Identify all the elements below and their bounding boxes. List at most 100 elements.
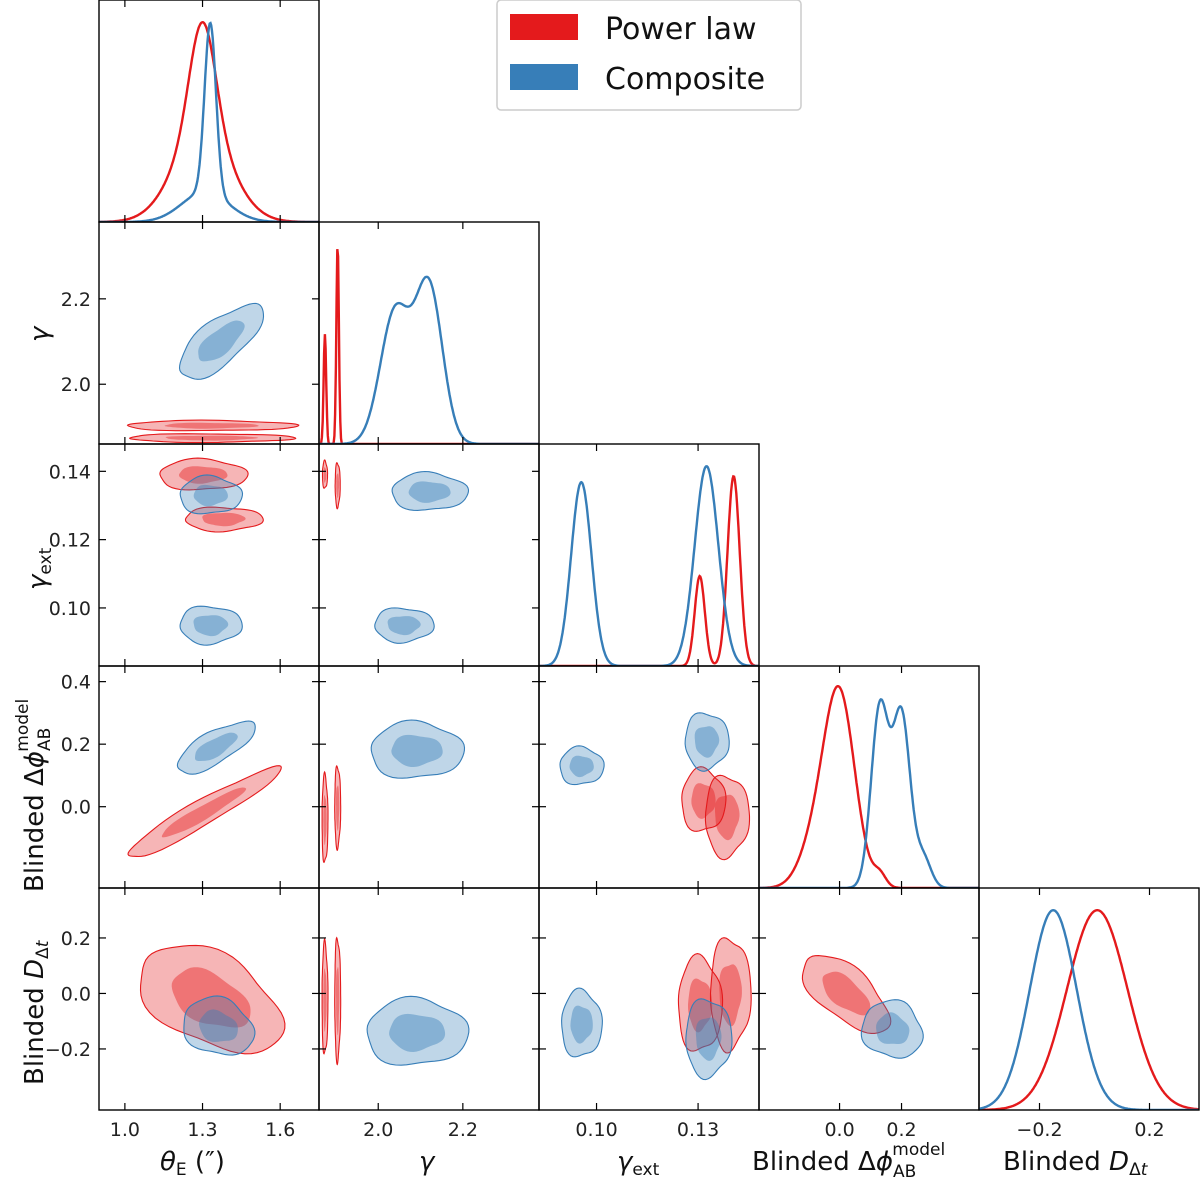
marginal-composite-gamma_ext	[539, 465, 759, 666]
y-tick-label: 0.2	[61, 928, 91, 950]
panel-content	[759, 685, 979, 888]
y-tick-label: 2.2	[61, 289, 91, 311]
y-tick-label: 0.10	[49, 598, 91, 620]
panel-content	[539, 465, 759, 666]
panel-D_dt-vs-gamma: 2.0 2.2	[318, 887, 540, 1141]
panel-D_dt-vs-gamma_ext: 0.10 0.13	[538, 887, 760, 1141]
contour-95-composite	[559, 745, 605, 786]
contour-95-power_law	[709, 937, 752, 1054]
x-tick-label: 1.3	[187, 1119, 217, 1141]
contour-95-power_law	[334, 936, 342, 1066]
axis-labels: θE (″) γ γext Blinded ΔϕABmodel Blinded …	[13, 325, 1149, 1182]
panel-content	[321, 459, 470, 644]
y-tick-label: 0.2	[61, 734, 91, 756]
contour-68-power_law	[691, 783, 716, 819]
ylabel-delta-phi: Blinded ΔϕABmodel	[13, 699, 55, 892]
legend-swatch-power-law	[510, 14, 578, 40]
contour-95-composite	[179, 605, 243, 646]
contour-68-power_law	[164, 422, 259, 429]
x-tick-label: 0.10	[575, 1119, 617, 1141]
contour-68-composite	[387, 616, 421, 636]
contour-95-composite	[366, 995, 470, 1066]
ylabel-gamma-ext: γext	[23, 547, 56, 590]
contour-95-power_law	[801, 955, 892, 1034]
panel-content	[159, 457, 264, 646]
y-tick-label: 0.0	[61, 983, 91, 1005]
contour-68-composite	[193, 484, 228, 507]
panel-D_dt-vs-theta_E: −0.2 0.0 0.2 1.0 1.3 1.6	[45, 887, 320, 1141]
panel-content	[321, 719, 466, 864]
xlabel-delta-phi: Blinded ΔϕABmodel	[752, 1140, 945, 1182]
panel-content	[559, 712, 751, 861]
contour-68-composite	[195, 732, 238, 761]
panels-layer: 2.0 2.2 0.10 0.12 0.14 0.0 0.2 0.4 −0.2 0.0 0.2 1.0…	[45, 0, 1200, 1141]
marginal-composite-delta_phi	[759, 698, 979, 888]
panel-content	[127, 720, 282, 858]
marginal-power_law-D_dt	[979, 909, 1199, 1110]
xlabel-theta-e: θE (″)	[160, 1147, 225, 1180]
panel-D_dt-vs-D_dt: −0.2 0.2	[978, 887, 1200, 1141]
contour-95-composite	[684, 712, 730, 772]
marginal-composite-theta_E	[99, 21, 319, 222]
panel-content	[99, 20, 319, 222]
contour-95-composite	[176, 720, 256, 775]
y-tick-label: 0.0	[61, 797, 91, 819]
contour-95-power_law	[129, 433, 297, 444]
panel-content	[801, 955, 924, 1059]
panel-D_dt-vs-delta_phi: 0.0 0.2	[758, 887, 980, 1141]
panel-delta_phi-vs-gamma	[318, 665, 540, 889]
contour-68-power_law	[336, 967, 340, 1036]
contour-68-power_law	[323, 968, 327, 1032]
panel-frame	[318, 665, 540, 889]
contour-68-power_law	[822, 971, 871, 1016]
marginal-power_law-gamma_ext	[539, 474, 759, 666]
xlabel-gamma-ext: γext	[617, 1147, 660, 1180]
contour-68-power_law	[202, 512, 246, 527]
xlabel-gamma: γ	[419, 1147, 436, 1177]
contour-95-composite	[374, 607, 435, 644]
contour-68-composite	[389, 1013, 446, 1052]
y-tick-label: 0.12	[49, 530, 91, 552]
panel-content	[126, 302, 300, 444]
contour-95-composite	[860, 999, 924, 1059]
legend-label-power-law: Power law	[605, 12, 757, 47]
contour-95-power_law	[334, 461, 341, 510]
panel-frame	[318, 887, 540, 1111]
contour-95-composite	[183, 995, 256, 1056]
x-tick-label: 0.2	[886, 1119, 916, 1141]
contour-95-composite	[179, 474, 244, 515]
contour-95-composite	[561, 987, 603, 1058]
contour-68-power_law	[688, 978, 713, 1033]
contour-95-power_law	[159, 457, 249, 491]
contour-68-composite	[570, 1005, 593, 1044]
marginal-composite-D_dt	[979, 908, 1199, 1110]
xlabel-d-dt: Blinded DΔt	[1003, 1147, 1149, 1180]
marginal-power_law-theta_E	[99, 20, 319, 222]
contour-95-power_law	[127, 765, 282, 858]
legend-swatch-composite	[510, 64, 578, 90]
contour-95-composite	[391, 470, 470, 511]
x-tick-label: 1.0	[110, 1119, 140, 1141]
contour-95-composite	[370, 719, 466, 779]
panel-gamma_ext-vs-gamma_ext	[538, 443, 760, 667]
x-tick-label: 0.13	[677, 1119, 719, 1141]
contour-68-power_law	[336, 473, 340, 499]
panel-content	[979, 908, 1199, 1110]
x-tick-label: 1.6	[265, 1119, 295, 1141]
x-tick-label: 2.0	[363, 1119, 393, 1141]
contour-68-power_law	[336, 785, 340, 831]
marginal-power_law-delta_phi	[759, 685, 979, 888]
panel-content	[321, 936, 470, 1066]
contour-95-power_law	[321, 937, 329, 1055]
ylabel-gamma: γ	[25, 325, 55, 342]
panel-delta_phi-vs-delta_phi	[758, 665, 980, 889]
y-tick-label: 0.4	[61, 672, 91, 694]
contour-68-power_law	[165, 435, 259, 441]
contour-68-power_law	[161, 787, 247, 838]
panel-theta_E-vs-theta_E	[98, 0, 320, 223]
contour-68-composite	[199, 1009, 238, 1042]
panel-gamma-vs-theta_E: 2.0 2.2	[61, 221, 320, 445]
contour-68-power_law	[323, 795, 327, 846]
contour-68-composite	[876, 1012, 910, 1044]
